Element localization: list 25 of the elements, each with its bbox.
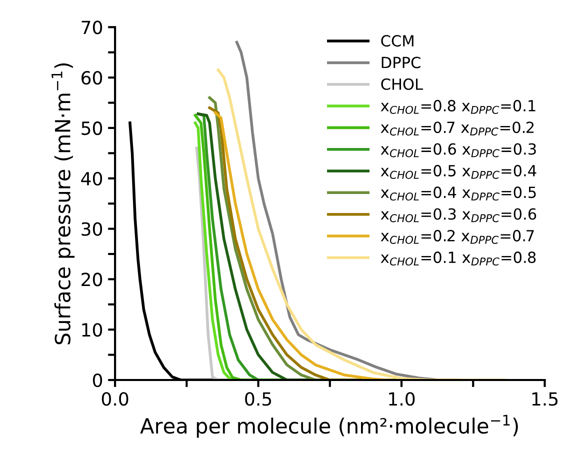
x-tick-label: 1.0 — [389, 392, 415, 406]
y-tick-label: 30 — [82, 222, 102, 236]
legend-label: x$_{CHOL}$=0.4 x$_{DPPC}$=0.5 — [380, 186, 536, 201]
y-axis-title: Surface pressure (mN·m$^{−1}$) — [52, 63, 75, 344]
y-tick-label: 0 — [92, 373, 102, 388]
x-tick-label: 1.5 — [532, 392, 558, 406]
y-tick-label: 50 — [82, 121, 102, 136]
legend-label: x$_{CHOL}$=0.1 x$_{DPPC}$=0.8 — [380, 252, 536, 266]
legend-label: x$_{CHOL}$=0.3 x$_{DPPC}$=0.6 — [380, 208, 536, 222]
y-tick-label: 20 — [82, 272, 102, 286]
legend-label: x$_{CHOL}$=0.2 x$_{DPPC}$=0.7 — [380, 230, 534, 244]
y-tick-label: 60 — [82, 71, 102, 85]
legend-label: CHOL — [381, 78, 423, 90]
legend-label: x$_{CHOL}$=0.6 x$_{DPPC}$=0.3 — [380, 143, 536, 158]
legend-label: CCM — [381, 35, 414, 47]
legend-label: x$_{CHOL}$=0.5 x$_{DPPC}$=0.4 — [380, 164, 536, 179]
y-tick-label: 70 — [82, 20, 102, 34]
legend-label: x$_{CHOL}$=0.8 x$_{DPPC}$=0.1 — [380, 100, 536, 114]
x-axis-title: Area per molecule (nm²·molecule$^{−1}$) — [140, 414, 518, 438]
y-tick-label: 40 — [81, 172, 102, 186]
x-tick-label: 0.0 — [102, 392, 128, 406]
legend-label: DPPC — [382, 56, 420, 68]
legend-label: x$_{CHOL}$=0.7 x$_{DPPC}$=0.2 — [380, 122, 534, 136]
y-tick-label: 10 — [82, 323, 102, 337]
x-tick-label: 0.5 — [245, 392, 272, 406]
